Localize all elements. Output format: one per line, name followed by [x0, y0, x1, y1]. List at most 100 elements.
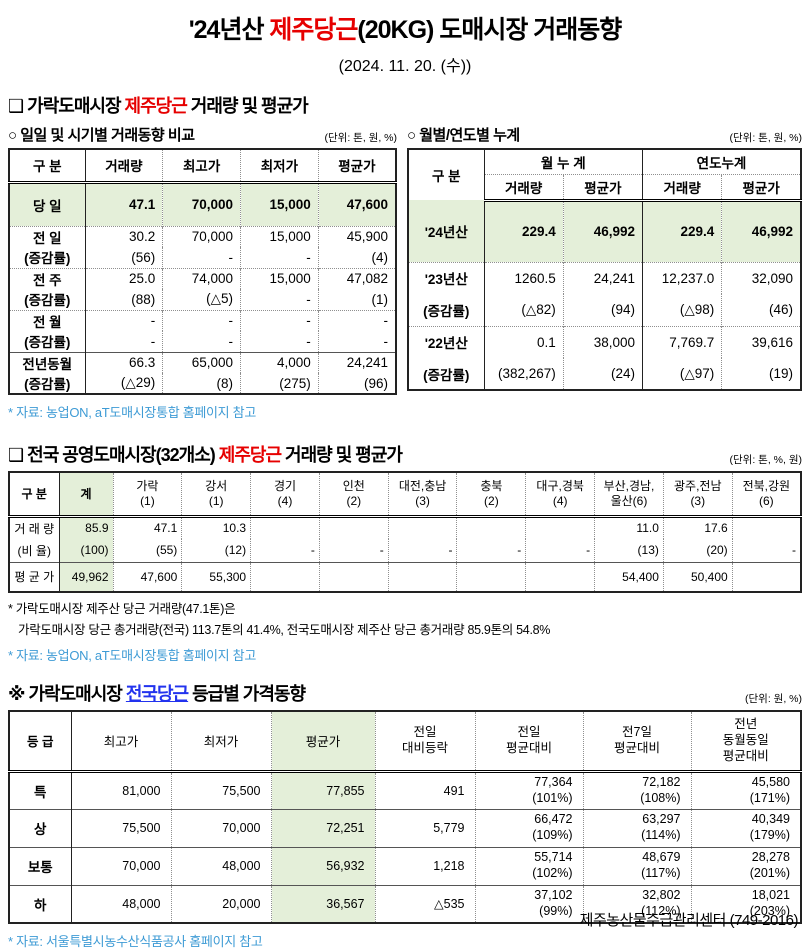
section1-title-prefix: 가락도매시장 [27, 96, 125, 116]
row-label: '24년산 [408, 200, 485, 262]
page-title: '24년산 제주당근(20KG) 도매시장 거래동향 [8, 10, 802, 46]
value-cell [318, 561, 389, 592]
value-cell: - [318, 539, 389, 562]
value-cell: 65,000 [162, 351, 241, 373]
value-cell: (△82) [483, 294, 564, 326]
value-cell: 1,218 [374, 846, 475, 885]
value-cell: - [240, 289, 319, 310]
col-header: 강서 (1) [181, 472, 251, 518]
row-label: (증감률) [9, 331, 86, 352]
row-label: 전 주 [9, 267, 86, 289]
value-cell: 30.2 [84, 225, 163, 247]
source-note: * 자료: 농업ON, aT도매시장통합 홈페이지 참고 [8, 648, 256, 663]
section1-title-suffix: 거래량 및 평균가 [186, 96, 309, 116]
daily-subtitle: ○ 일일 및 시기별 거래동향 비교 [8, 127, 195, 144]
value-cell: 70,000 [70, 846, 171, 885]
value-cell: (13) [594, 539, 664, 562]
value-cell: 5,779 [374, 808, 475, 847]
value-cell: 55,300 [181, 561, 251, 592]
col-header: 평균가 [562, 174, 643, 202]
table-subheader-row: 거래량 평균가 거래량 평균가 [408, 174, 801, 202]
value-cell: △535 [374, 884, 475, 923]
table-row: (증감률) (△29) (8) (275) (96) [9, 373, 396, 394]
value-cell [456, 561, 526, 592]
value-cell: (12) [181, 539, 251, 562]
value-cell: (△29) [84, 373, 163, 394]
value-cell: 24,241 [562, 261, 643, 294]
table-row: (증감률) - - - - [9, 331, 396, 352]
value-cell: 18,021 (203%) [690, 884, 801, 923]
value-cell: 47,082 [317, 267, 396, 289]
row-label: 상 [9, 808, 72, 847]
col-header: 평균가 [270, 711, 375, 773]
daily-trend-block: ○ 일일 및 시기별 거래동향 비교 (단위: 톤, 원, %) 구 분 거래량… [8, 118, 397, 421]
col-header: 최저가 [170, 711, 271, 773]
row-label: 거 래 량 [9, 516, 60, 539]
col-header: 구 분 [408, 149, 485, 200]
source-note: * 자료: 서울특별시농수산식품공사 홈페이지 참고 [8, 934, 263, 949]
grade-price-table: 등 급 최고가 최저가 평균가 전일 대비등락 전일 평균대비 전7일 평균대비… [8, 710, 802, 924]
section1-heading: ❑ 가락도매시장 제주당근 거래량 및 평균가 [8, 92, 802, 118]
table-header-row: 구 분 월 누 계 연도누계 [408, 149, 801, 200]
row-label: (증감률) [408, 358, 485, 390]
col-header: 광주,전남 (3) [662, 472, 733, 518]
section2-title-prefix: 전국 공영도매시장(32개소) [27, 445, 219, 465]
value-cell [456, 516, 526, 539]
value-cell: 15,000 [240, 182, 319, 226]
value-cell: 49,962 [58, 561, 113, 592]
section1-title: ❑ 가락도매시장 제주당근 거래량 및 평균가 [8, 92, 309, 118]
value-cell: (46) [721, 294, 801, 326]
value-cell: 45,900 [317, 225, 396, 247]
daily-unit-label: (단위: 톤, 원, %) [324, 132, 397, 144]
col-header: 전7일 평균대비 [582, 711, 691, 773]
value-cell: (△98) [641, 294, 722, 326]
section3-title-link[interactable]: 전국당근 [125, 684, 189, 704]
value-cell [387, 561, 457, 592]
value-cell: (20) [662, 539, 733, 562]
col-header: 충북 (2) [456, 472, 526, 518]
col-header-total: 계 [58, 472, 113, 518]
col-header: 전북,강원 (6) [731, 472, 801, 518]
value-cell: - [731, 539, 801, 562]
col-header: 평균가 [721, 174, 801, 202]
value-cell: 229.4 [483, 200, 564, 262]
col-header: 대전,충남 (3) [387, 472, 457, 518]
row-label: 당 일 [9, 182, 86, 226]
value-cell [318, 516, 389, 539]
value-cell: - [317, 309, 396, 331]
value-cell: (19) [721, 358, 801, 390]
table-row: 전 월 - - - - [9, 309, 396, 331]
cumulative-table: 구 분 월 누 계 연도누계 거래량 평균가 거래량 평균가 '24년산 229… [407, 148, 802, 391]
value-cell: 4,000 [240, 351, 319, 373]
value-cell: - [162, 309, 241, 331]
col-header: 거래량 [641, 174, 722, 202]
value-cell [250, 516, 320, 539]
value-cell: 63,297 (114%) [582, 808, 691, 847]
table-row-grade: 특 81,000 75,500 77,855 491 77,364 (101%)… [9, 770, 801, 809]
value-cell: 47.1 [112, 516, 182, 539]
value-cell: 10.3 [181, 516, 251, 539]
value-cell: (8) [162, 373, 241, 394]
table-row: 거 래 량 85.9 47.1 10.3 11.0 17.6 [9, 516, 801, 539]
section3-title-prefix: 가락도매시장 [28, 684, 126, 704]
row-label: 하 [9, 884, 72, 923]
value-cell: - [84, 331, 163, 352]
value-cell: 28,278 (201%) [690, 846, 801, 885]
value-cell: 11.0 [594, 516, 664, 539]
section2-title-highlight: 제주당근 [218, 445, 282, 465]
value-cell: 72,182 (108%) [582, 770, 691, 809]
table-row: (증감률) (382,267) (24) (△97) (19) [408, 358, 801, 390]
value-cell: 17.6 [662, 516, 733, 539]
table-row: 전 일 30.2 70,000 15,000 45,900 [9, 225, 396, 247]
row-label: 전년동월 [9, 351, 86, 373]
table-row: '22년산 0.1 38,000 7,769.7 39,616 [408, 325, 801, 358]
col-header: 전년 동월동일 평균대비 [690, 711, 801, 773]
value-cell: 47,600 [317, 182, 396, 226]
value-cell: - [387, 539, 457, 562]
value-cell: 40,349 (179%) [690, 808, 801, 847]
cumulative-subhead: ○ 월별/연도별 누계 (단위: 톤, 원, %) [407, 124, 802, 145]
value-cell: 1260.5 [483, 261, 564, 294]
col-header: 거래량 [84, 149, 163, 184]
value-cell: 46,992 [721, 200, 801, 262]
